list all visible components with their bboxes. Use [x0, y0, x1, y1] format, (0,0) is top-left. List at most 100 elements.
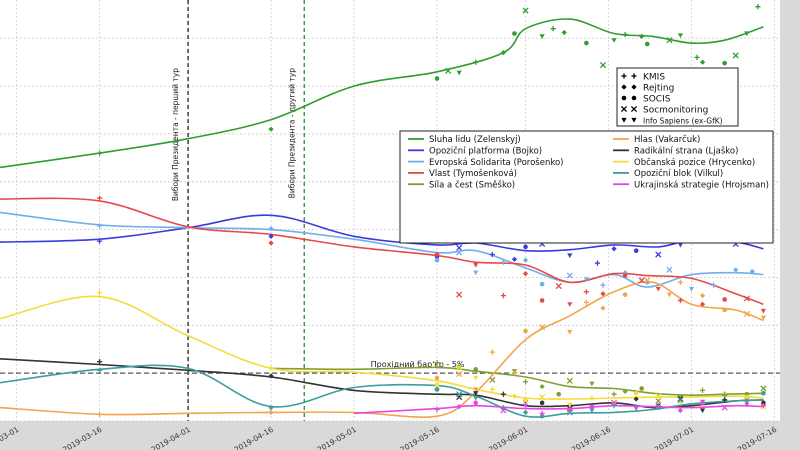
data-marker — [473, 375, 479, 381]
data-marker — [456, 249, 463, 256]
data-marker — [677, 407, 684, 414]
data-marker — [555, 283, 562, 290]
data-marker — [96, 411, 103, 417]
legend-entry-3: Vlast (Tymošenková) — [429, 168, 517, 179]
series-line-4 — [271, 366, 764, 397]
data-marker — [760, 308, 767, 314]
data-marker — [500, 50, 507, 56]
pollster-marker-1-b — [631, 84, 637, 90]
data-marker — [456, 363, 462, 370]
data-marker — [567, 329, 573, 335]
x-tick-label-1: 2019-03-16 — [61, 425, 103, 450]
data-marker — [755, 4, 761, 10]
data-marker — [677, 394, 684, 400]
data-marker — [434, 382, 440, 387]
data-marker — [761, 400, 766, 406]
data-marker — [268, 240, 274, 246]
data-marker — [511, 256, 518, 262]
pollster-marker-2-b — [631, 95, 637, 101]
data-marker — [744, 398, 750, 404]
data-marker — [633, 248, 639, 253]
legend-entry-4: Síla a čest (Směško) — [429, 179, 515, 190]
data-marker — [611, 391, 617, 397]
data-marker — [500, 293, 507, 299]
data-marker — [539, 394, 546, 401]
data-marker — [473, 367, 479, 372]
data-marker — [522, 379, 529, 385]
legend-entry-5: Hlas (Vakarčuk) — [634, 134, 700, 145]
x-tick-label-2: 2019-04-01 — [150, 425, 192, 450]
data-marker — [268, 233, 274, 239]
data-marker — [523, 244, 528, 250]
legend-entry-9: Ukrajinská strategie (Hrojsman) — [634, 180, 769, 190]
data-marker — [722, 297, 727, 302]
data-marker — [677, 279, 684, 285]
data-marker — [699, 293, 706, 299]
data-marker — [722, 307, 727, 313]
data-marker — [539, 34, 545, 39]
series-line-2 — [0, 211, 764, 288]
data-marker — [96, 195, 103, 201]
data-marker — [639, 33, 645, 39]
data-marker — [268, 226, 274, 232]
data-marker — [489, 386, 495, 393]
legend-entry-7: Občanská pozice (Hrycenko) — [634, 157, 755, 168]
data-marker — [611, 38, 617, 43]
data-marker — [599, 62, 607, 69]
data-marker — [96, 238, 103, 244]
x-tick-label-6: 2019-06-01 — [487, 425, 529, 450]
data-marker — [567, 402, 573, 408]
data-marker — [512, 31, 517, 36]
data-marker — [567, 302, 573, 307]
data-marker — [473, 387, 479, 393]
legend-entry-2: Evropská Solidarita (Porošenko) — [429, 157, 563, 168]
data-marker — [589, 408, 595, 414]
pollster-marker-0 — [621, 73, 627, 79]
data-marker — [434, 375, 440, 381]
data-marker — [744, 394, 750, 400]
data-marker — [96, 150, 103, 156]
data-marker — [699, 59, 706, 65]
data-marker — [633, 390, 639, 396]
data-marker — [473, 395, 479, 401]
data-marker — [522, 257, 529, 263]
series-line-9 — [353, 404, 764, 415]
data-marker — [750, 269, 755, 275]
pollster-label-4: Info Sapiens (ex-GfK) — [643, 117, 723, 126]
data-marker — [594, 260, 601, 266]
data-marker — [500, 407, 507, 414]
data-marker — [268, 373, 274, 379]
series-line-3 — [0, 197, 764, 306]
data-marker — [583, 289, 589, 295]
x-tick-label-0: 2019-03-01 — [0, 425, 21, 450]
data-marker — [96, 290, 103, 296]
data-marker — [473, 391, 479, 396]
data-marker — [622, 31, 628, 38]
data-marker — [522, 271, 529, 277]
data-marker — [566, 409, 573, 416]
data-marker — [567, 406, 573, 413]
data-marker — [268, 126, 274, 132]
data-marker — [539, 400, 545, 406]
data-marker — [539, 410, 545, 416]
data-marker — [539, 413, 545, 419]
data-marker — [511, 370, 518, 376]
legend-entry-0: Sluha lidu (Zelenskyj) — [429, 135, 521, 145]
data-marker — [489, 251, 495, 258]
data-marker — [633, 396, 639, 402]
data-marker — [566, 272, 573, 279]
legend-entry-1: Opoziční platforma (Bojko) — [429, 146, 542, 157]
legend-entry-6: Radikální strana (Ljaško) — [634, 146, 738, 157]
data-marker — [539, 281, 545, 287]
data-marker — [567, 253, 573, 259]
data-marker — [522, 7, 529, 14]
data-marker — [677, 33, 684, 39]
data-marker — [638, 277, 645, 284]
pollster-marker-1 — [621, 84, 627, 90]
data-marker — [456, 244, 463, 251]
data-marker — [743, 295, 750, 302]
data-marker — [699, 387, 706, 393]
data-marker — [456, 364, 463, 371]
data-marker — [584, 40, 589, 46]
